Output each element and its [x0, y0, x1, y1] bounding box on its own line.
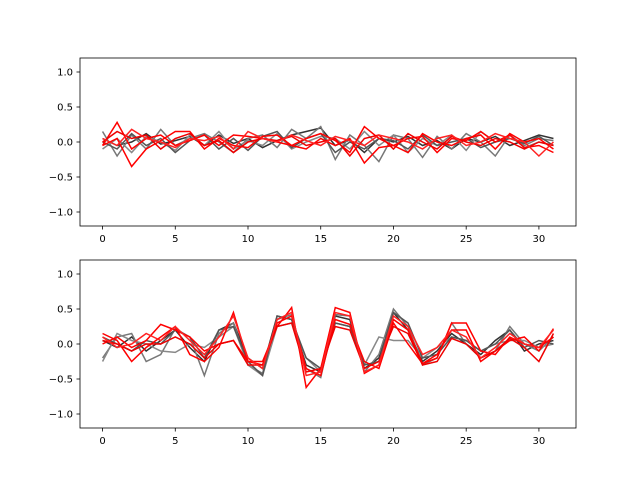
- x-tick-label: 10: [242, 436, 255, 447]
- y-tick-label: 0.5: [57, 103, 73, 114]
- y-tick-label: −1.0: [49, 208, 73, 219]
- y-tick-label: 0.0: [57, 138, 73, 149]
- y-tick-label: 0.0: [57, 340, 73, 351]
- x-tick-label: 0: [99, 234, 105, 245]
- x-tick-label: 20: [387, 234, 400, 245]
- x-tick-label: 5: [172, 234, 178, 245]
- y-tick-label: −1.0: [49, 410, 73, 421]
- x-tick-label: 5: [172, 436, 178, 447]
- bottom-axes: 0 5 10 15 20 25 30 −1.0 −0.5 0.0 0.5 1.0: [49, 259, 577, 447]
- y-tick-label: 0.5: [57, 305, 73, 316]
- top-axes: 0 5 10 15 20 25 30 −1.0 −0.5 0.0 0.5 1.0: [49, 57, 577, 245]
- x-tick-label: 15: [314, 234, 327, 245]
- x-tick-label: 20: [387, 436, 400, 447]
- series-line-5: [102, 130, 554, 168]
- x-tick-label: 0: [99, 436, 105, 447]
- y-tick-label: 1.0: [57, 68, 73, 79]
- y-tick-label: −0.5: [49, 375, 73, 386]
- x-tick-label: 25: [460, 436, 473, 447]
- x-tick-label: 25: [460, 234, 473, 245]
- series-line-3: [102, 130, 554, 154]
- x-tick-label: 15: [314, 436, 327, 447]
- x-tick-label: 30: [533, 234, 546, 245]
- series-group: [101, 305, 555, 390]
- y-tick-label: −0.5: [49, 173, 73, 184]
- series-line-7: [102, 128, 554, 158]
- series-line-4: [101, 120, 554, 154]
- x-tick-label: 30: [533, 436, 546, 447]
- series-line-7: [102, 311, 555, 377]
- y-tick-label: 1.0: [57, 270, 73, 281]
- series-group: [101, 120, 554, 168]
- x-tick-label: 10: [242, 234, 255, 245]
